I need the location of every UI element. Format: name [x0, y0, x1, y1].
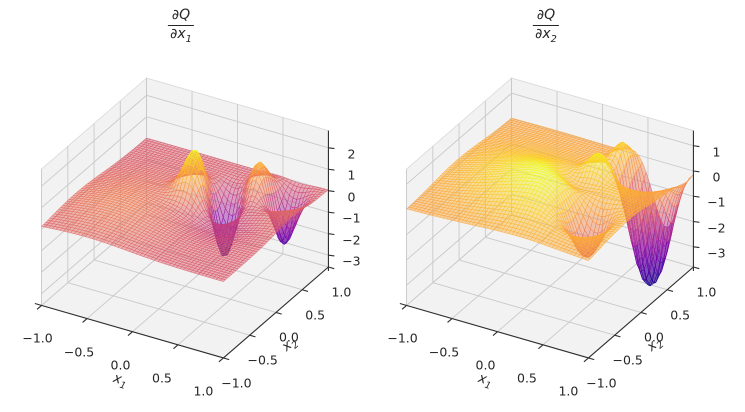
plot1-title: ∂Q ∂x1	[167, 8, 195, 45]
plot2-title: ∂Q ∂x2	[532, 8, 560, 45]
plot2-title-denominator: ∂x2	[535, 25, 557, 45]
plot1-title-denominator: ∂x1	[170, 25, 192, 45]
plot1-title-numerator: ∂Q	[167, 8, 195, 26]
plot2-title-numerator: ∂Q	[532, 8, 560, 26]
